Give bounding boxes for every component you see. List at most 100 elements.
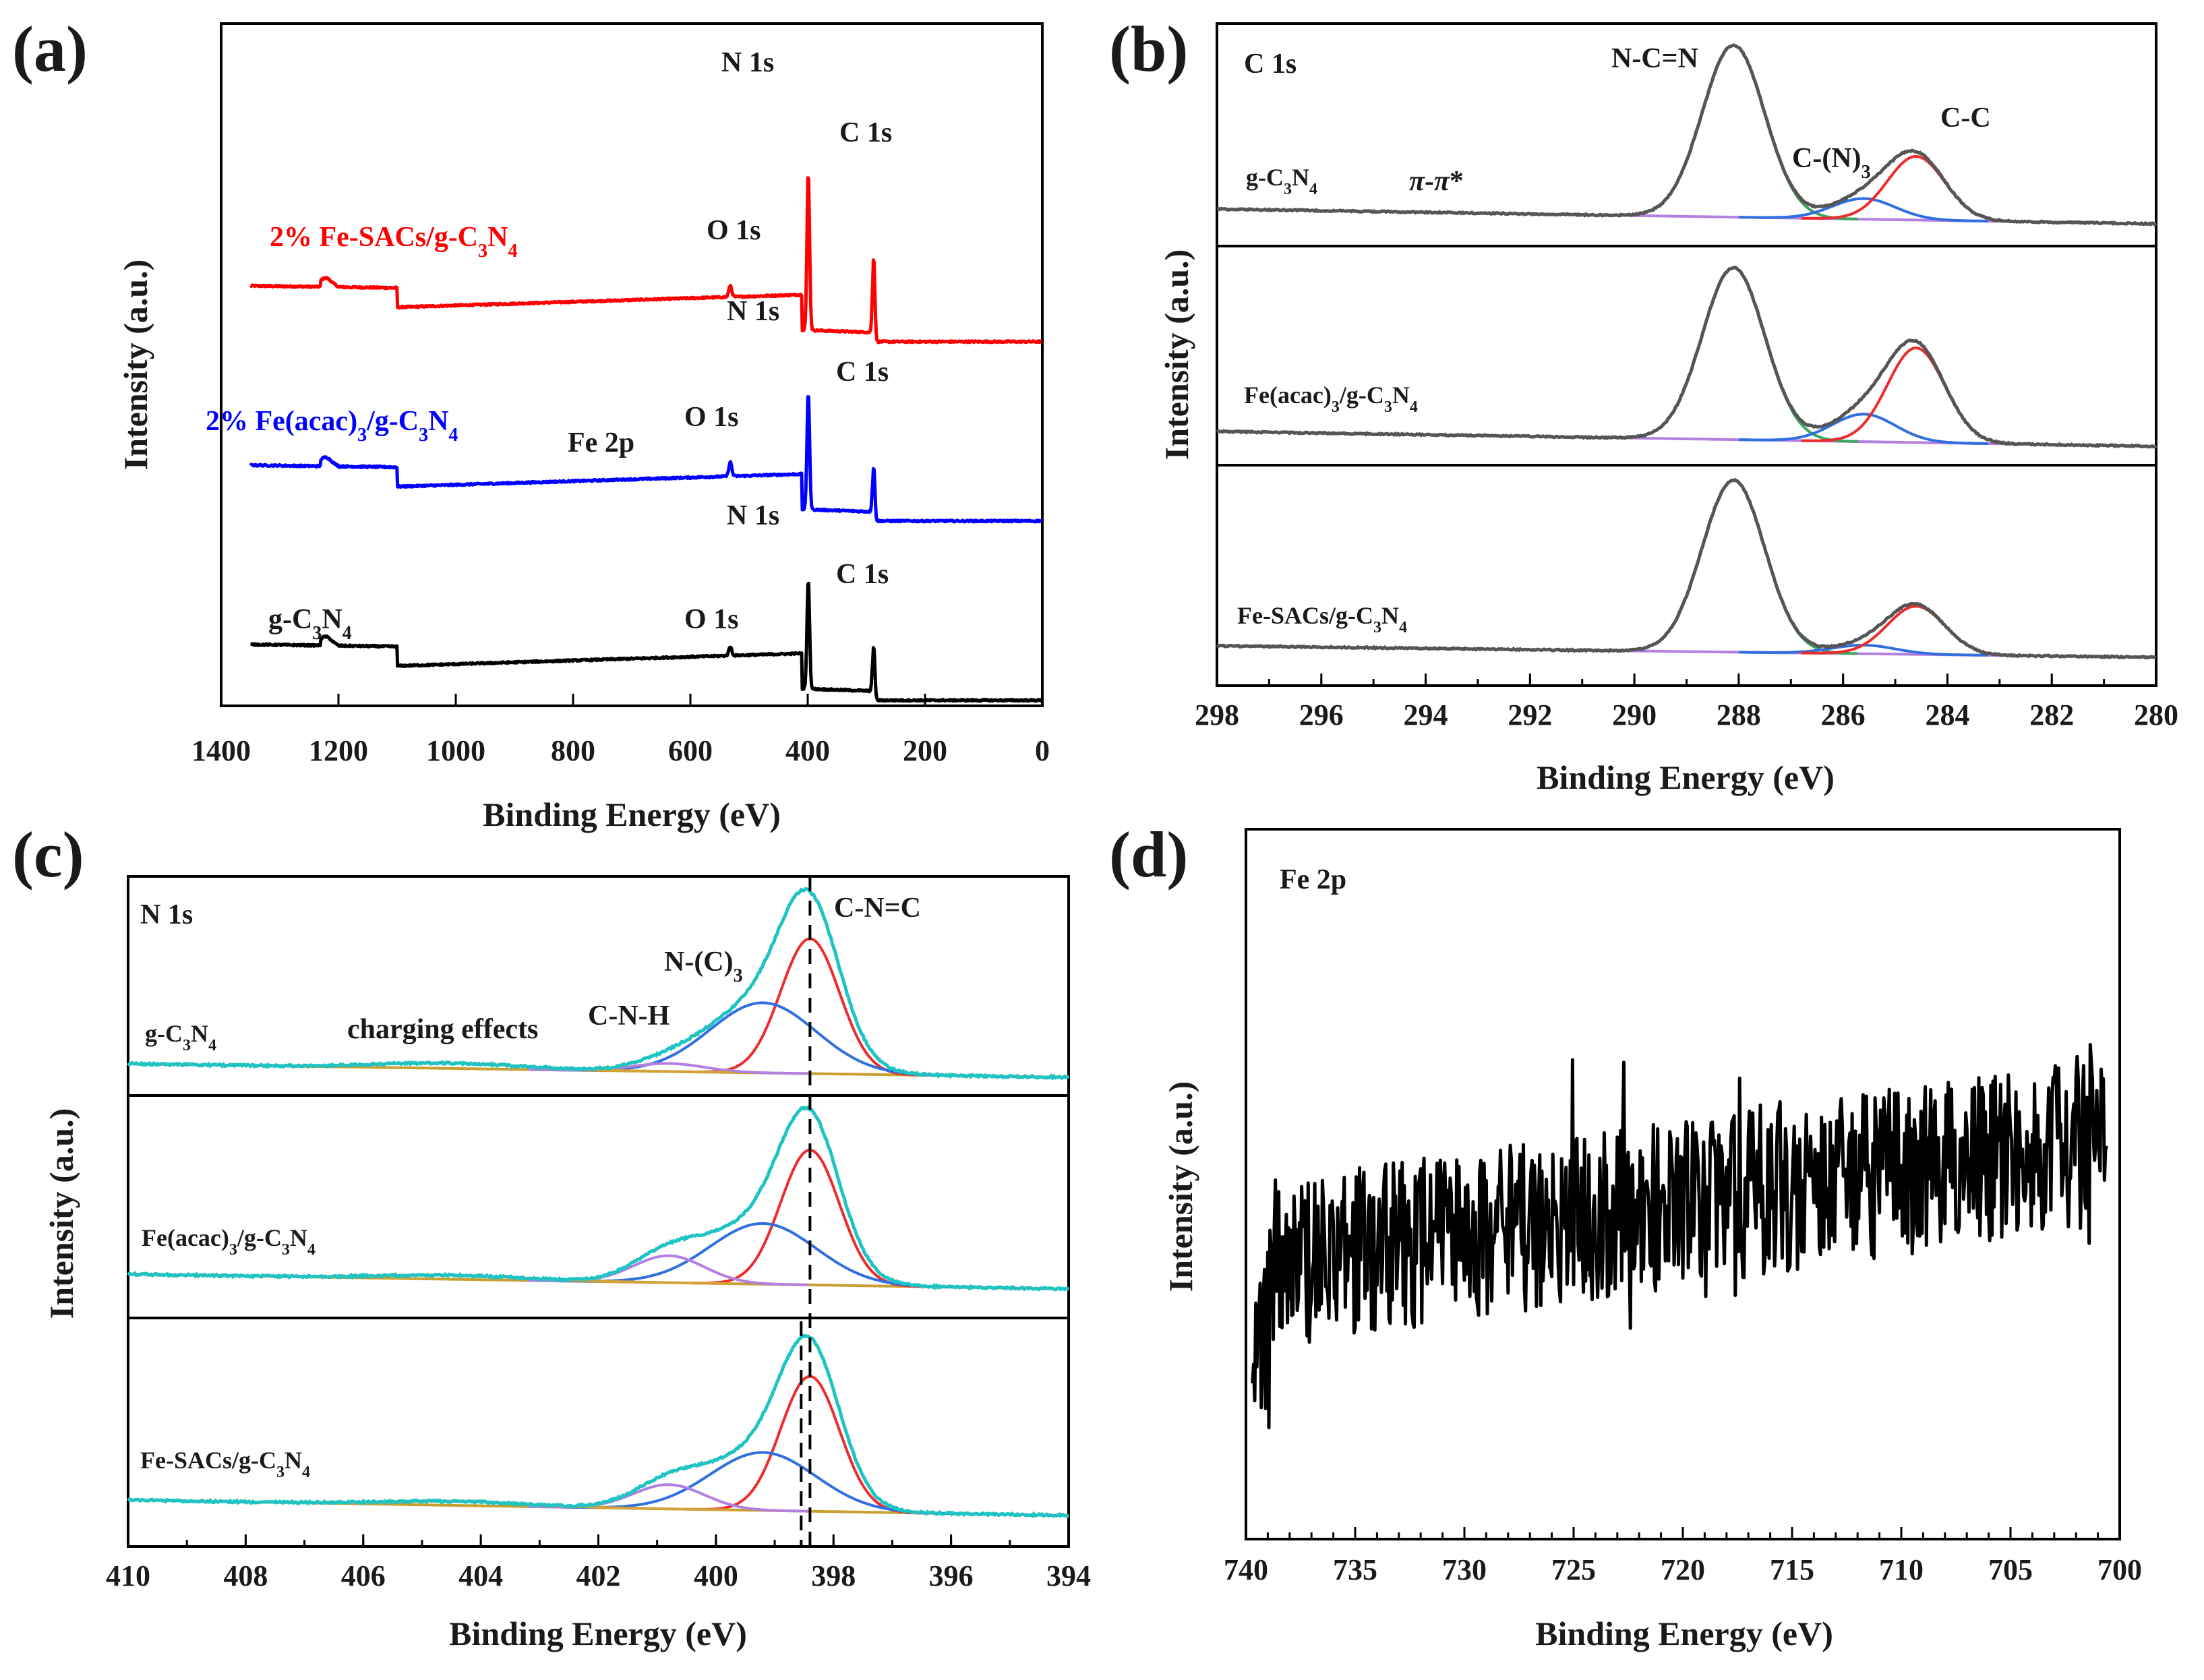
panel-a-xlabel: Binding Energy (eV): [483, 796, 781, 833]
panel-a-x-tick-labels: 1400 1200 1000 800 600 400 200 0: [191, 734, 1050, 767]
peak-label: N 1s: [727, 296, 779, 327]
series-line-1: [249, 395, 1043, 524]
tick-label: 294: [1404, 698, 1448, 731]
peak-label: C 1s: [839, 117, 892, 148]
component-label: C-N=C: [834, 893, 921, 924]
envelope-line: [1216, 477, 2157, 660]
sample-label: Fe-SACs/g-C3N4: [1237, 602, 1407, 636]
tick-label: 1400: [191, 734, 251, 767]
panel-a-series: [249, 176, 1043, 703]
panel-d-letter: (d): [1109, 818, 1188, 891]
panel-b-x-ticks: [1216, 673, 2157, 686]
tick-label: 735: [1333, 1553, 1377, 1586]
tick-label: 715: [1770, 1553, 1814, 1586]
peak-label: C 1s: [836, 357, 889, 388]
peak-label: C 1s: [836, 559, 889, 590]
panel-b-frame: [1216, 22, 2157, 687]
envelope-line: [1216, 43, 2157, 227]
component-c-n-3: [1738, 413, 1989, 446]
sample-label: Fe(acac)3/g-C3N4: [1244, 382, 1418, 416]
panel-a-ylabel: Intensity (a.u.): [117, 260, 154, 471]
panel-c-title: N 1s: [140, 899, 193, 930]
panel-d-x-tick-labels: 740 735 730 725 720 715 710 705 700: [1224, 1553, 2142, 1586]
tick-label: 740: [1224, 1553, 1268, 1586]
component-label: C-(N)3: [1792, 143, 1871, 183]
component-label: N-C=N: [1611, 43, 1698, 74]
component-label: charging effects: [347, 1014, 538, 1045]
component-c-n-3: [1738, 197, 1989, 223]
panel-a: (a) 1400 1200 1000 800 600 400 200 0 Bin…: [12, 13, 1050, 833]
panel-a-frame: [220, 22, 1044, 707]
tick-label: 1200: [309, 734, 368, 767]
envelope-line: [127, 887, 1070, 1081]
tick-label: 280: [2134, 698, 2178, 731]
tick-label: 286: [1821, 698, 1866, 731]
tick-label: 406: [341, 1559, 386, 1592]
panel-d: (d) Fe 2p 740 735 730 725 720 715 710 70…: [1109, 818, 2142, 1652]
tick-label: 400: [694, 1559, 738, 1592]
panel-b: (b) C 1s 298 296 294 292 290 288 286 284…: [1109, 13, 2178, 796]
panel-b-letter: (b): [1109, 13, 1188, 85]
component-label: π-π*: [1409, 166, 1464, 197]
component-c-c: [1801, 347, 2031, 446]
panel-c-xlabel: Binding Energy (eV): [449, 1615, 747, 1652]
tick-label: 0: [1035, 734, 1050, 767]
component-label: C-C: [1940, 102, 1991, 133]
component-label: C-N-H: [588, 1000, 669, 1031]
tick-label: 292: [1508, 698, 1552, 731]
sample-label: g-C3N4: [145, 1020, 216, 1054]
panel-d-ylabel: Intensity (a.u.): [1162, 1081, 1199, 1292]
tick-label: 200: [903, 734, 947, 767]
tick-label: 600: [668, 734, 713, 767]
tick-label: 410: [106, 1559, 150, 1592]
peak-label: O 1s: [684, 604, 739, 635]
panel-c-curves: [127, 876, 1070, 1547]
envelope-line: [127, 1104, 1070, 1292]
component-label: N-(C)3: [664, 947, 743, 986]
envelope-line: [1216, 265, 2157, 449]
tick-label: 296: [1299, 698, 1344, 731]
tick-label: 398: [811, 1559, 856, 1592]
panel-b-ylabel: Intensity (a.u.): [1158, 249, 1195, 460]
tick-label: 725: [1551, 1553, 1596, 1586]
tick-label: 730: [1442, 1553, 1487, 1586]
tick-label: 402: [576, 1559, 621, 1592]
peak-label: O 1s: [684, 402, 739, 433]
tick-label: 710: [1879, 1553, 1924, 1586]
tick-label: 288: [1717, 698, 1761, 731]
tick-label: 282: [2029, 698, 2074, 731]
tick-label: 404: [458, 1559, 503, 1592]
panel-c-frame: [127, 875, 1070, 1548]
sample-label: Fe-SACs/g-C3N4: [140, 1447, 310, 1481]
series-label-gcn: g-C3N4: [268, 604, 352, 644]
panel-d-x-ticks: [1245, 1527, 2121, 1539]
tick-label: 400: [785, 734, 830, 767]
series-label-fe-acac: 2% Fe(acac)3/g-C3N4: [206, 406, 458, 446]
tick-label: 396: [929, 1559, 974, 1592]
series-line-0: [249, 176, 1043, 344]
tick-label: 298: [1195, 698, 1239, 731]
tick-label: 700: [2097, 1553, 2142, 1586]
peak-label: Fe 2p: [568, 427, 634, 458]
tick-label: 394: [1046, 1559, 1091, 1592]
panel-b-x-tick-labels: 298 296 294 292 290 288 286 284 282 280: [1195, 698, 2178, 731]
tick-label: 1000: [426, 734, 485, 767]
series-label-fe-sacs: 2% Fe-SACs/g-C3N4: [270, 222, 517, 262]
tick-label: 290: [1612, 698, 1657, 731]
panel-d-noise-line: [1251, 1043, 2108, 1430]
peak-label: O 1s: [707, 215, 761, 246]
panel-d-title: Fe 2p: [1280, 864, 1346, 895]
panel-b-title: C 1s: [1244, 49, 1297, 80]
component-n-c-n: [1608, 266, 1858, 443]
sample-label: Fe(acac)3/g-C3N4: [142, 1224, 316, 1259]
peak-label: N 1s: [727, 500, 779, 531]
component-n-c-3: [551, 1451, 974, 1516]
tick-label: 800: [551, 734, 595, 767]
sample-label: g-C3N4: [1246, 164, 1317, 198]
envelope-line: [127, 1333, 1069, 1519]
panel-d-xlabel: Binding Energy (eV): [1535, 1615, 1833, 1652]
panel-c-letter: (c): [12, 818, 84, 891]
panel-a-letter: (a): [12, 13, 88, 85]
tick-label: 705: [1988, 1553, 2033, 1586]
